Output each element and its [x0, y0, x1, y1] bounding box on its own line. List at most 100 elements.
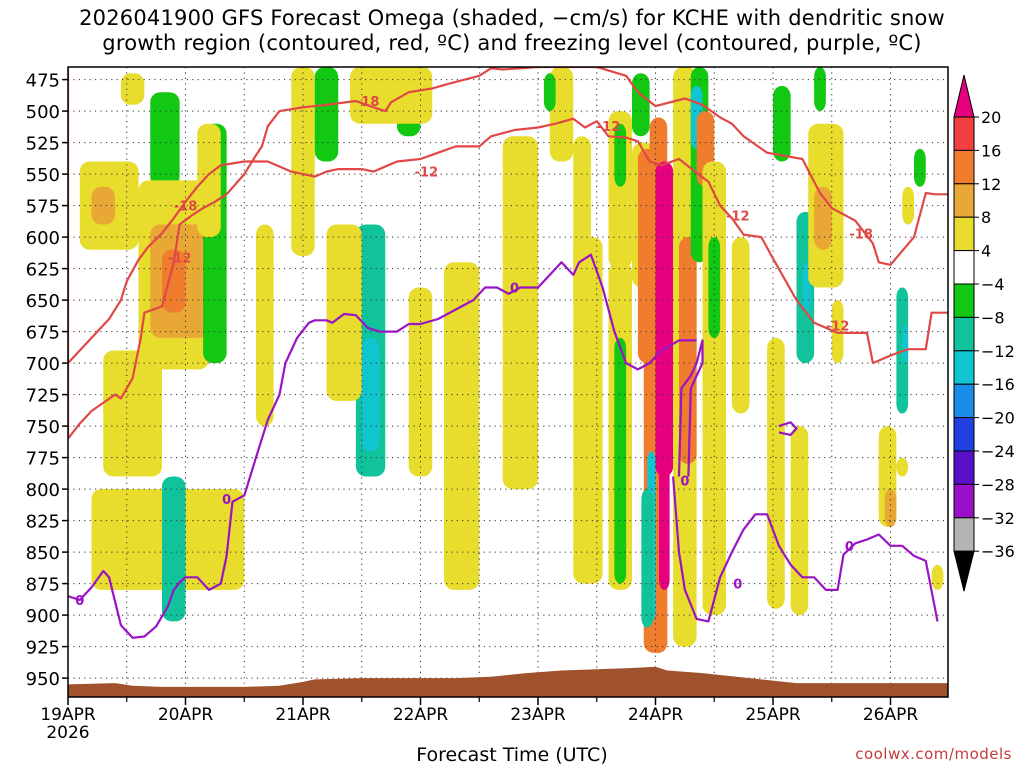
omega-cell — [814, 67, 826, 112]
colorbar-label: 20 — [981, 108, 1001, 127]
omega-cell — [659, 413, 670, 590]
omega-cell — [573, 237, 603, 584]
colorbar-label: 8 — [981, 208, 991, 227]
y-tick-label: 625 — [26, 260, 60, 281]
x-axis: 19APR 20APR 21APR 22APR 23APR 24APR 25APR 26APR… — [40, 697, 918, 743]
colorbar-label: −32 — [981, 509, 1015, 528]
omega-cell — [902, 325, 909, 364]
omega-cell — [931, 564, 944, 590]
contour-label: 0 — [845, 540, 854, 555]
omega-cell — [350, 67, 433, 124]
terrain-area — [68, 666, 948, 697]
grid — [68, 67, 948, 697]
omega-cell — [767, 337, 785, 609]
colorbar-bin — [953, 517, 975, 552]
y-tick-label: 775 — [26, 449, 60, 470]
y-axis: 475 500 525 550 575 600 625 650 675 700 725 750 775 8… — [26, 71, 68, 690]
y-tick-label: 925 — [26, 638, 60, 659]
omega-cell — [120, 73, 145, 105]
x-tick-label: 22APR — [393, 705, 449, 725]
omega-cell — [150, 92, 180, 187]
colorbar-bin — [953, 316, 975, 352]
colorbar-bin — [953, 250, 975, 285]
omega-cell — [884, 489, 897, 527]
colorbar-label: −24 — [981, 442, 1015, 461]
omega-cell — [103, 350, 162, 477]
omega-cell — [773, 85, 791, 162]
colorbar-label: −16 — [981, 375, 1015, 394]
contour-line — [68, 253, 697, 639]
colorbar-bin — [953, 450, 975, 485]
omega-cell — [197, 123, 221, 238]
omega-cell — [162, 476, 186, 622]
omega-cell — [326, 224, 362, 401]
omega-cell — [455, 363, 474, 565]
omega-cell — [790, 426, 809, 616]
omega-cell — [614, 337, 627, 584]
omega-cell — [408, 287, 433, 477]
omega-cell — [914, 148, 926, 187]
colorbar-bin — [953, 283, 975, 318]
omega-cell — [641, 489, 654, 628]
omega-cell — [655, 161, 674, 477]
omega-cell — [632, 73, 650, 137]
colorbar-bin — [953, 149, 975, 185]
y-tick-label: 475 — [26, 71, 60, 92]
contour-label: 0 — [733, 578, 742, 593]
omega-cell — [314, 67, 339, 162]
y-tick-label: 950 — [26, 669, 60, 690]
omega-cell — [708, 237, 721, 338]
omega-cell — [896, 457, 909, 477]
title-line-1: 2026041900 GFS Forecast Omega (shaded, −… — [79, 6, 945, 30]
contour-label: -12 — [826, 319, 850, 334]
y-tick-label: 500 — [26, 102, 60, 123]
omega-cell — [679, 237, 697, 464]
y-tick-label: 675 — [26, 323, 60, 344]
colorbar-label: −20 — [981, 409, 1015, 428]
y-tick-label: 600 — [26, 228, 60, 249]
y-tick-label: 850 — [26, 543, 60, 564]
colorbar-label: −12 — [981, 342, 1015, 361]
y-tick-label: 750 — [26, 417, 60, 438]
contours: -18 -18 -18 -12 -12 -12 -12 -12 0 0 0 0 0 0 — [68, 67, 948, 639]
colorbar-bin — [953, 417, 975, 452]
colorbar-bin — [953, 216, 975, 252]
omega-cell — [256, 224, 274, 427]
contour-line — [677, 339, 704, 477]
chart-title: 2026041900 GFS Forecast Omega (shaded, −… — [0, 6, 1024, 56]
credit-link[interactable]: coolwx.com/models — [855, 745, 1012, 763]
x-axis-label: Forecast Time (UTC) — [416, 744, 608, 766]
colorbar-label: −8 — [981, 308, 1005, 327]
omega-cell — [162, 249, 186, 313]
contour-label: 0 — [510, 282, 519, 297]
y-tick-label: 700 — [26, 354, 60, 375]
title-line-2: growth region (contoured, red, ºC) and f… — [102, 31, 922, 55]
x-tick-label: 24APR — [628, 705, 684, 725]
omega-cell — [831, 300, 844, 364]
colorbar-label: 12 — [981, 175, 1001, 194]
omega-cell — [543, 73, 556, 112]
contour-label: -12 — [415, 166, 439, 181]
colorbar-label: 4 — [981, 242, 991, 261]
contour-line — [68, 67, 948, 440]
terrain-fill — [68, 666, 948, 697]
y-tick-label: 875 — [26, 575, 60, 596]
contour-label: -12 — [726, 210, 750, 225]
omega-cell — [502, 136, 538, 490]
omega-cell — [731, 237, 750, 414]
colorbar-label: 16 — [981, 141, 1001, 160]
colorbar-bin — [953, 483, 975, 519]
x-year-label: 2026 — [46, 723, 89, 743]
x-tick-label: 20APR — [158, 705, 214, 725]
omega-cell — [614, 123, 627, 187]
omega-cell — [291, 67, 315, 256]
colorbar-label: −36 — [981, 542, 1015, 561]
x-tick-label: 19APR — [40, 705, 96, 725]
y-tick-label: 650 — [26, 291, 60, 312]
y-tick-label: 525 — [26, 134, 60, 155]
contour-label: -18 — [849, 227, 873, 242]
plot-frame — [67, 66, 949, 698]
colorbar-top-arrow — [953, 74, 975, 118]
colorbar-bottom-arrow — [953, 550, 975, 592]
